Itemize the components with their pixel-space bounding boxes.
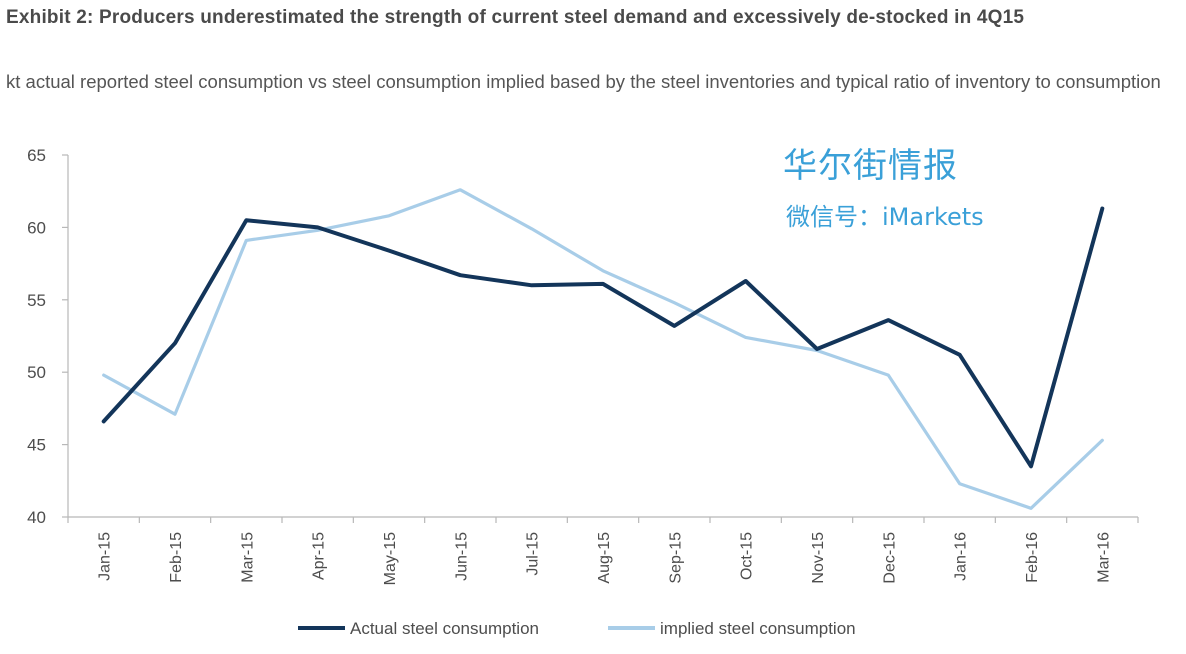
y-axis-ticks: 40 45 50 55 60 65 (27, 146, 68, 527)
chart-legend: Actual steel consumption implied steel co… (298, 619, 856, 638)
chart-title: Exhibit 2: Producers underestimated the … (6, 7, 1025, 28)
x-tick-label: Jan-15 (97, 532, 114, 581)
x-tick-label: Sep-15 (667, 532, 684, 584)
x-tick-label: Apr-15 (311, 532, 328, 580)
series-line-implied (102, 188, 1104, 510)
x-tick-label: Mar-15 (239, 532, 256, 583)
x-tick-label: Jun-15 (453, 532, 470, 581)
y-tick-label: 65 (27, 146, 46, 165)
x-tick-label: Jul-15 (525, 532, 542, 576)
chart-series (101, 188, 1105, 510)
chart-axes (67, 155, 1138, 518)
x-tick-label: May-15 (382, 532, 399, 585)
chart-subtitle: kt actual reported steel consumption vs … (6, 71, 1161, 92)
x-tick-label: Dec-15 (881, 532, 898, 584)
x-tick-label: Jan-16 (953, 532, 970, 581)
y-tick-label: 60 (27, 218, 46, 237)
x-tick-label: Feb-16 (1024, 532, 1041, 583)
x-axis-ticks: Jan-15 Feb-15 Mar-15 Apr-15 May-15 Jun-15 Jul-… (67, 517, 1139, 585)
y-tick-label: 55 (27, 291, 46, 310)
legend-label-actual: Actual steel consumption (350, 619, 539, 638)
series-line-actual (101, 206, 1105, 469)
x-tick-label: Feb-15 (168, 532, 185, 583)
y-tick-label: 40 (27, 508, 46, 527)
watermark-title: 华尔街情报 (783, 146, 958, 186)
x-tick-label: Oct-15 (739, 532, 756, 580)
y-tick-label: 45 (27, 436, 46, 455)
x-tick-label: Nov-15 (810, 532, 827, 584)
x-tick-label: Aug-15 (596, 532, 613, 584)
x-tick-label: Mar-16 (1095, 532, 1112, 583)
legend-label-implied: implied steel consumption (660, 619, 856, 638)
watermark-account: 微信号：iMarkets (786, 203, 984, 231)
y-tick-label: 50 (27, 363, 46, 382)
